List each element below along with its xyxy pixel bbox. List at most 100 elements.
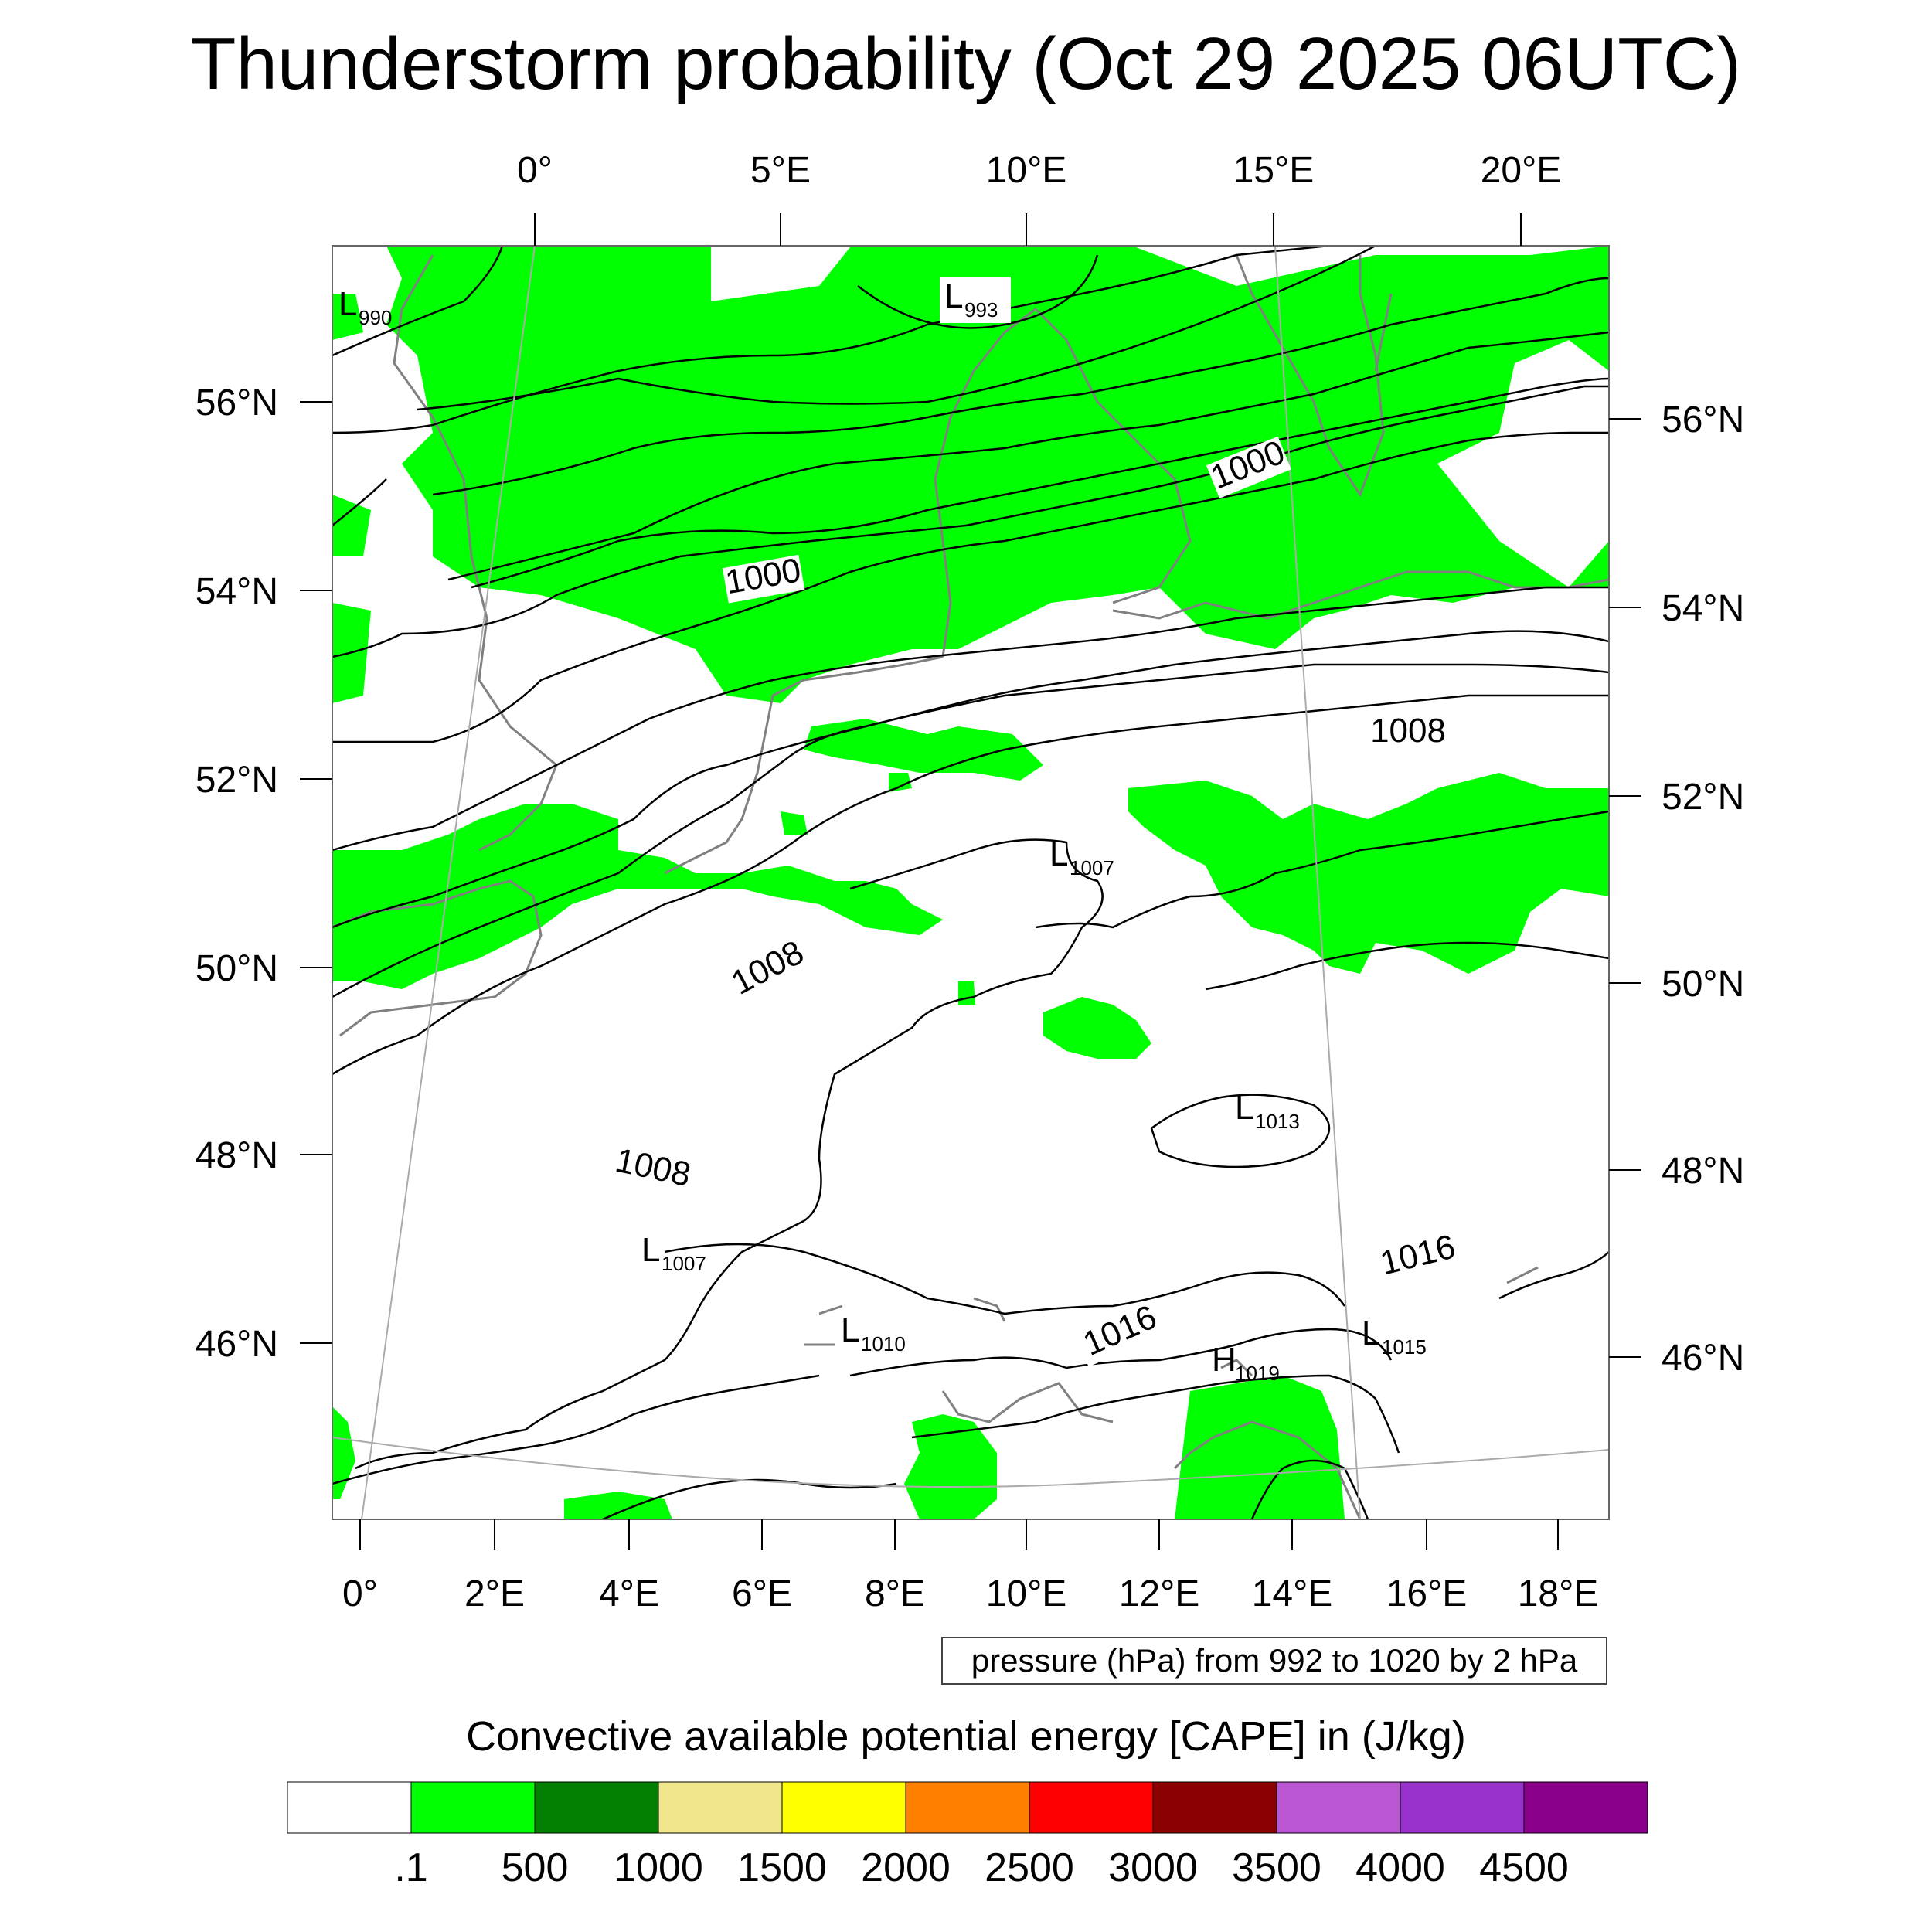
contour-info-box: pressure (hPa) from 992 to 1020 by 2 hPa	[941, 1637, 1607, 1685]
coast-north-italy	[941, 1382, 1114, 1423]
left-lat-label: 48°N	[196, 1135, 278, 1176]
pressure-center-value: 1007	[662, 1252, 706, 1275]
pressure-center-value: 1010	[861, 1332, 906, 1355]
right-lat-labels: 56°N 54°N 52°N 50°N 48°N 46°N	[1662, 400, 1744, 1379]
left-lat-label: 52°N	[196, 760, 278, 801]
isobar-1016-a	[849, 1328, 1393, 1377]
isobar-bottom-right	[1250, 1459, 1369, 1519]
coast-britain-south	[332, 879, 543, 1037]
colorbar-swatch	[1400, 1781, 1525, 1834]
pressure-center: L 990	[338, 285, 392, 329]
pressure-center: H 1019	[1212, 1341, 1280, 1385]
colorbar-label: 2000	[861, 1845, 951, 1890]
coast-netherlands	[764, 655, 944, 735]
colorbar-swatch	[534, 1781, 659, 1834]
pressure-center-value: 1013	[1255, 1110, 1300, 1133]
colorbar-swatch	[410, 1781, 536, 1834]
pressure-center-value: 1007	[1070, 856, 1114, 879]
colorbar-label: 4500	[1479, 1845, 1569, 1890]
pressure-center: L 993	[940, 277, 1011, 323]
pressure-center-value: 990	[359, 306, 392, 329]
pressure-center: L 1013	[1235, 1089, 1300, 1133]
tick-marks	[300, 213, 1641, 1550]
isobar-14	[332, 630, 1609, 929]
right-lat-label: 54°N	[1662, 588, 1744, 629]
colorbar-swatch	[1523, 1781, 1648, 1834]
top-lon-label: 15°E	[1233, 150, 1315, 191]
graticule-lon-15e	[1274, 246, 1361, 1519]
coastlines	[332, 254, 1609, 1519]
pressure-center-letter: L	[338, 285, 357, 323]
isobar-5	[432, 277, 1609, 496]
isobar-label: 1008	[1370, 712, 1446, 750]
isobar-1016-b	[911, 1374, 1400, 1454]
bottom-lon-label: 18°E	[1518, 1573, 1599, 1614]
pressure-center: L 1007	[641, 1231, 706, 1275]
pressure-center: L 1010	[841, 1311, 906, 1355]
left-lat-labels: 56°N 54°N 52°N 50°N 48°N 46°N	[196, 383, 278, 1365]
figure-title: Thunderstorm probability (Oct 29 2025 06…	[190, 22, 1742, 105]
isobar-9	[332, 385, 1609, 658]
cape-area-benelux	[804, 719, 1043, 781]
isobar-7	[332, 478, 387, 526]
isobar-13	[332, 694, 1609, 1076]
graticule	[332, 246, 1609, 1519]
top-lon-label: 10°E	[986, 150, 1067, 191]
colorbar-label: .1	[394, 1845, 427, 1890]
colorbar-swatch	[1276, 1781, 1401, 1834]
top-lon-labels: 0° 5°E 10°E 15°E 20°E	[517, 150, 1561, 191]
cape-area-bohemia	[1043, 997, 1151, 1059]
bottom-lon-label: 14°E	[1252, 1573, 1333, 1614]
left-lat-label: 54°N	[196, 571, 278, 612]
colorbar-label: 3000	[1108, 1845, 1198, 1890]
bottom-lon-label: 6°E	[732, 1573, 792, 1614]
coast-sweden	[1235, 254, 1385, 498]
isobar-8	[471, 377, 1609, 589]
coast-france-north	[664, 733, 767, 875]
isobar-10	[332, 431, 1609, 743]
isobar-1013-loop	[1150, 1094, 1331, 1168]
top-lon-label: 20°E	[1481, 150, 1562, 191]
colorbar-swatch	[1152, 1781, 1277, 1834]
isobar-3	[417, 246, 1376, 411]
graticule-lat-south	[332, 1437, 1609, 1488]
pressure-centers: L 990 L 993 L 1007 L 1013 L 1007 L	[338, 277, 1427, 1385]
cape-area-south-1	[904, 1414, 997, 1519]
bottom-lon-label: 12°E	[1119, 1573, 1200, 1614]
isobar-11	[332, 586, 1609, 852]
cape-area-channel	[332, 804, 943, 989]
pressure-center-value: 1015	[1382, 1335, 1427, 1359]
cape-area-south-2	[1175, 1376, 1345, 1519]
bottom-lon-label: 16°E	[1386, 1573, 1468, 1614]
colorbar-label: 500	[502, 1845, 569, 1890]
right-lat-label: 52°N	[1662, 777, 1744, 818]
colorbar-label: 1000	[614, 1845, 703, 1890]
pressure-center-letter: L	[1049, 835, 1068, 873]
coast-britain-east	[393, 254, 558, 852]
bottom-lon-label: 4°E	[599, 1573, 659, 1614]
map-plot-area	[332, 246, 1609, 1519]
right-lat-label: 48°N	[1662, 1151, 1744, 1192]
pressure-center: L 1007	[1049, 835, 1114, 879]
isobar-east-closed	[1498, 1251, 1609, 1300]
bottom-lon-label: 0°	[342, 1573, 378, 1614]
bottom-lon-label: 10°E	[986, 1573, 1067, 1614]
isobars	[332, 246, 1609, 1519]
pressure-center-letter: H	[1212, 1341, 1236, 1379]
map-frame	[332, 245, 1610, 1520]
isobar-south-left	[332, 1374, 820, 1485]
pressure-center-letter: L	[841, 1311, 859, 1349]
colorbar-label: 3500	[1232, 1845, 1321, 1890]
colorbar-label: 4000	[1355, 1845, 1445, 1890]
top-lon-label: 0°	[517, 150, 553, 191]
coast-adriatic	[1173, 1420, 1362, 1519]
coast-gotland	[1374, 293, 1393, 372]
colorbar-swatch	[658, 1781, 783, 1834]
colorbar-label: 1500	[737, 1845, 827, 1890]
isobar-2	[332, 246, 504, 357]
right-lat-label: 50°N	[1662, 964, 1744, 1005]
colorbar-swatch	[781, 1781, 906, 1834]
coast-lakes	[804, 1266, 1539, 1377]
colorbar-swatch	[1029, 1781, 1154, 1834]
